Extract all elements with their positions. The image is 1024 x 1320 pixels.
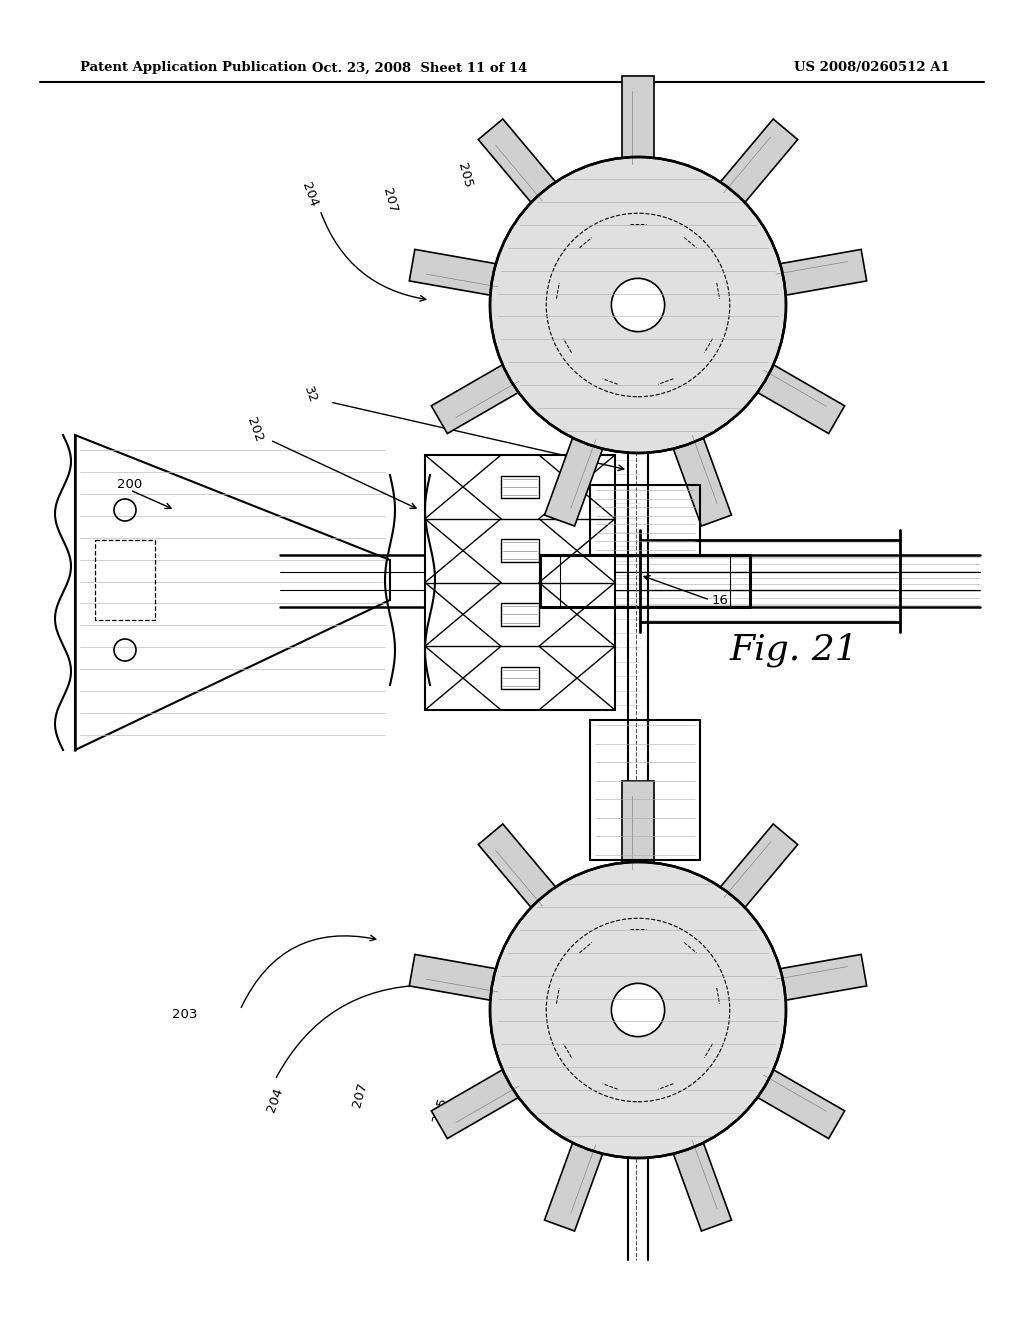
Polygon shape bbox=[707, 119, 798, 219]
Text: Oct. 23, 2008  Sheet 11 of 14: Oct. 23, 2008 Sheet 11 of 14 bbox=[312, 62, 527, 74]
Text: Fig. 21: Fig. 21 bbox=[730, 632, 859, 667]
Polygon shape bbox=[739, 1059, 845, 1139]
Polygon shape bbox=[759, 954, 866, 1005]
Text: 200: 200 bbox=[118, 479, 142, 491]
Polygon shape bbox=[501, 540, 539, 562]
Circle shape bbox=[490, 157, 786, 453]
Polygon shape bbox=[501, 603, 539, 626]
Circle shape bbox=[611, 279, 665, 331]
Polygon shape bbox=[431, 1059, 537, 1139]
Text: 205: 205 bbox=[456, 161, 474, 189]
Polygon shape bbox=[545, 417, 610, 527]
Text: 32: 32 bbox=[301, 385, 319, 405]
Text: 204: 204 bbox=[264, 1086, 286, 1114]
Polygon shape bbox=[622, 75, 654, 180]
Polygon shape bbox=[759, 249, 866, 298]
Polygon shape bbox=[75, 436, 390, 750]
Polygon shape bbox=[666, 417, 731, 527]
Text: 202: 202 bbox=[245, 416, 265, 444]
Text: US 2008/0260512 A1: US 2008/0260512 A1 bbox=[795, 62, 950, 74]
Polygon shape bbox=[410, 954, 517, 1005]
Polygon shape bbox=[501, 667, 539, 689]
Polygon shape bbox=[478, 824, 569, 924]
Polygon shape bbox=[478, 119, 569, 219]
Circle shape bbox=[611, 983, 665, 1036]
Text: Patent Application Publication: Patent Application Publication bbox=[80, 62, 307, 74]
Polygon shape bbox=[739, 354, 845, 433]
Text: 16: 16 bbox=[712, 594, 728, 606]
Text: 207: 207 bbox=[381, 186, 399, 214]
Polygon shape bbox=[425, 455, 615, 710]
Text: 204: 204 bbox=[300, 181, 321, 209]
Polygon shape bbox=[666, 1123, 731, 1232]
Polygon shape bbox=[501, 475, 539, 498]
Polygon shape bbox=[431, 354, 537, 433]
Polygon shape bbox=[622, 780, 654, 884]
Text: 205: 205 bbox=[430, 1096, 450, 1123]
Polygon shape bbox=[410, 249, 517, 298]
Circle shape bbox=[490, 862, 786, 1158]
Text: 207: 207 bbox=[350, 1081, 370, 1109]
Polygon shape bbox=[545, 1123, 610, 1232]
Text: 203: 203 bbox=[172, 1008, 198, 1022]
Polygon shape bbox=[707, 824, 798, 924]
